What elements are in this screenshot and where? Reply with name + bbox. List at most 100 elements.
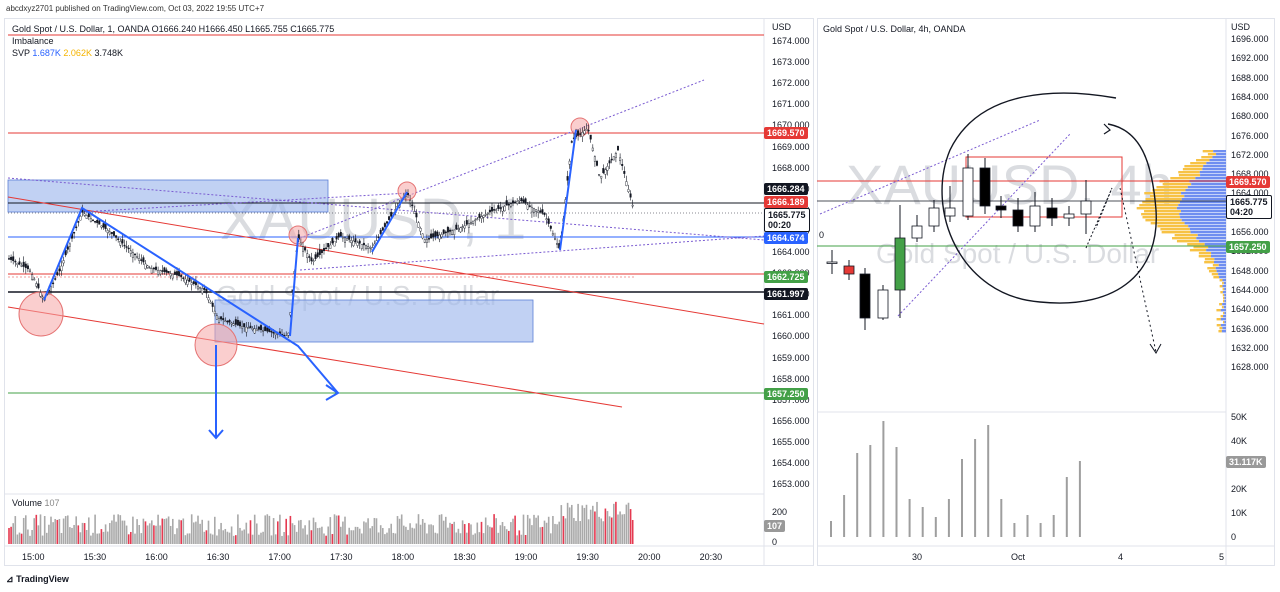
right-candle-body	[1046, 207, 1058, 219]
left-time-tick: 20:30	[699, 552, 723, 562]
volume-bar	[195, 521, 197, 544]
volume-bar	[398, 518, 401, 544]
left-time-tick: 19:30	[576, 552, 599, 562]
volume-bar	[29, 535, 31, 544]
candle-body	[207, 297, 210, 301]
volume-bar	[25, 515, 27, 544]
volume-bar	[489, 526, 491, 544]
right-tag-1657-250: 1657.250	[1226, 241, 1270, 253]
volume-bar	[369, 528, 371, 544]
svp-bar-up	[1224, 294, 1226, 297]
right-volume-tag: 31.117K	[1226, 456, 1266, 468]
candle-body	[184, 278, 187, 284]
candle-body	[354, 238, 357, 243]
svp-bar-up	[1181, 219, 1226, 222]
volume-bar	[491, 527, 493, 544]
imbalance-indicator[interactable]: Imbalance	[12, 36, 54, 46]
volume-bar	[41, 535, 44, 544]
volume-indicator[interactable]: Volume 107	[12, 498, 60, 508]
candle-body	[524, 198, 527, 204]
candle-body	[476, 218, 479, 220]
volume-bar	[62, 518, 65, 544]
volume-bar	[235, 535, 237, 544]
volume-bar	[302, 528, 304, 544]
right-volume-bar	[974, 439, 977, 537]
candle-body	[182, 277, 185, 279]
svp-bar-up	[1222, 327, 1226, 330]
candle-body	[533, 208, 536, 213]
right-projection-arrow	[1149, 343, 1162, 354]
volume-bar	[426, 533, 428, 544]
volume-bar	[10, 526, 12, 544]
candle-body	[461, 226, 464, 228]
volume-bar	[264, 515, 266, 544]
candle-body	[192, 281, 195, 284]
candle-body	[234, 319, 237, 325]
volume-bar	[516, 535, 518, 544]
svp-bar-down	[1136, 207, 1177, 210]
volume-bar	[594, 511, 596, 544]
left-price-tick: 1661.000	[772, 310, 810, 321]
volume-bar	[394, 533, 397, 544]
volume-bar	[88, 517, 90, 544]
svp-indicator[interactable]: SVP 1.687K 2.062K 3.748K	[12, 48, 123, 58]
candle-body	[266, 327, 269, 332]
volume-bar	[592, 505, 594, 544]
svp-bar-up	[1213, 150, 1226, 153]
candle-body	[346, 238, 349, 241]
right-volume-tick: 50K	[1231, 412, 1248, 422]
svp-bar-down	[1162, 183, 1192, 186]
candle-body	[22, 261, 25, 267]
volume-bar	[363, 521, 365, 544]
volume-bar	[12, 523, 14, 544]
candle-body	[131, 252, 134, 258]
swing-path-4	[559, 129, 577, 251]
svp-bar-down	[1160, 228, 1190, 231]
volume-bar	[627, 502, 630, 544]
volume-bar	[526, 514, 529, 544]
svp-bar-up	[1204, 243, 1226, 246]
tradingview-logo[interactable]: ⊿ TradingView	[6, 574, 69, 585]
volume-bar	[14, 516, 17, 544]
candle-body	[472, 220, 475, 224]
volume-bar	[405, 526, 407, 544]
svp-bar-down	[1198, 255, 1211, 258]
dotted-line-b	[299, 79, 705, 239]
candle-body	[98, 220, 101, 225]
volume-bar	[316, 528, 319, 544]
candle-body	[514, 201, 517, 204]
candle-body	[232, 323, 235, 326]
right-dotted-projection	[1119, 187, 1157, 353]
volume-bar	[505, 529, 508, 544]
candle-body	[50, 286, 53, 292]
volume-bar	[58, 518, 61, 544]
volume-bar	[520, 534, 523, 544]
right-time-tick: 30	[912, 552, 923, 562]
volume-bar	[262, 531, 264, 544]
volume-bar	[132, 516, 134, 544]
svp-bar-up	[1209, 159, 1226, 162]
volume-bar	[487, 525, 489, 544]
candle-body	[369, 247, 372, 249]
candle-body	[257, 326, 260, 330]
candle-body	[106, 230, 109, 233]
candle-body	[260, 325, 263, 331]
dotted-line-d	[79, 192, 409, 213]
candle-body	[220, 316, 223, 320]
candle-body	[360, 243, 363, 249]
candle-body	[430, 233, 433, 239]
volume-bar	[104, 524, 107, 544]
svp-label: SVP	[12, 48, 30, 58]
volume-bar	[298, 520, 300, 544]
right-chart-panel[interactable]	[817, 18, 1275, 566]
candle-body	[236, 320, 239, 326]
volume-bar	[421, 519, 424, 544]
last-price-value: 1665.775	[768, 210, 806, 220]
candle-body	[108, 231, 111, 235]
volume-bar	[535, 517, 537, 544]
volume-bar	[237, 514, 239, 544]
candle-body	[512, 200, 515, 204]
volume-bar	[554, 523, 556, 544]
